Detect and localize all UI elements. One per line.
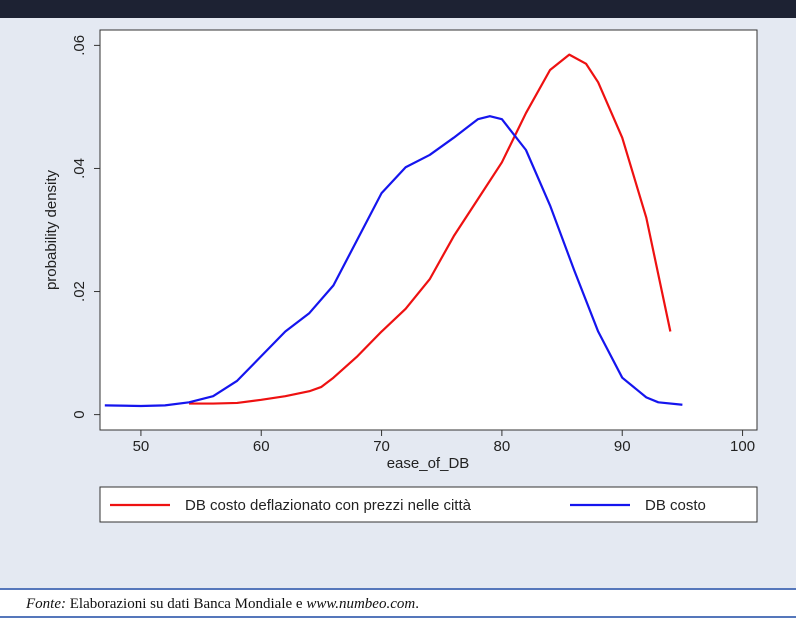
source-end: . — [415, 596, 419, 612]
title-bar — [0, 0, 796, 18]
x-tick-label: 80 — [494, 438, 511, 455]
bottom-rule — [0, 616, 796, 618]
source-note: Fonte: Elaborazioni su dati Banca Mondia… — [26, 596, 419, 613]
y-tick-label: .04 — [71, 158, 88, 179]
source-link: www.numbeo.com — [306, 596, 416, 612]
x-tick-label: 90 — [614, 438, 631, 455]
x-axis-title: ease_of_DB — [387, 455, 470, 472]
y-axis-title: probability density — [43, 169, 60, 290]
x-tick-label: 60 — [253, 438, 270, 455]
x-tick-label: 70 — [373, 438, 390, 455]
y-tick-label: .02 — [71, 281, 88, 302]
plot-area — [99, 29, 758, 431]
legend-label: DB costo deflazionato con prezzi nelle c… — [185, 497, 472, 514]
x-tick-label: 50 — [133, 438, 150, 455]
series-line — [189, 53, 672, 405]
chart: ease_of_DB probability density 50 60 70 80 9… — [0, 0, 796, 590]
series-line — [104, 115, 683, 408]
legend-label: DB costo — [645, 497, 706, 514]
y-tick-label: .06 — [71, 35, 88, 56]
legend — [99, 486, 758, 523]
source-text: Elaborazioni su dati Banca Mondiale e — [69, 596, 303, 612]
x-tick-label: 100 — [730, 438, 755, 455]
y-tick-label: 0 — [71, 410, 88, 418]
source-label: Fonte: — [26, 596, 66, 612]
